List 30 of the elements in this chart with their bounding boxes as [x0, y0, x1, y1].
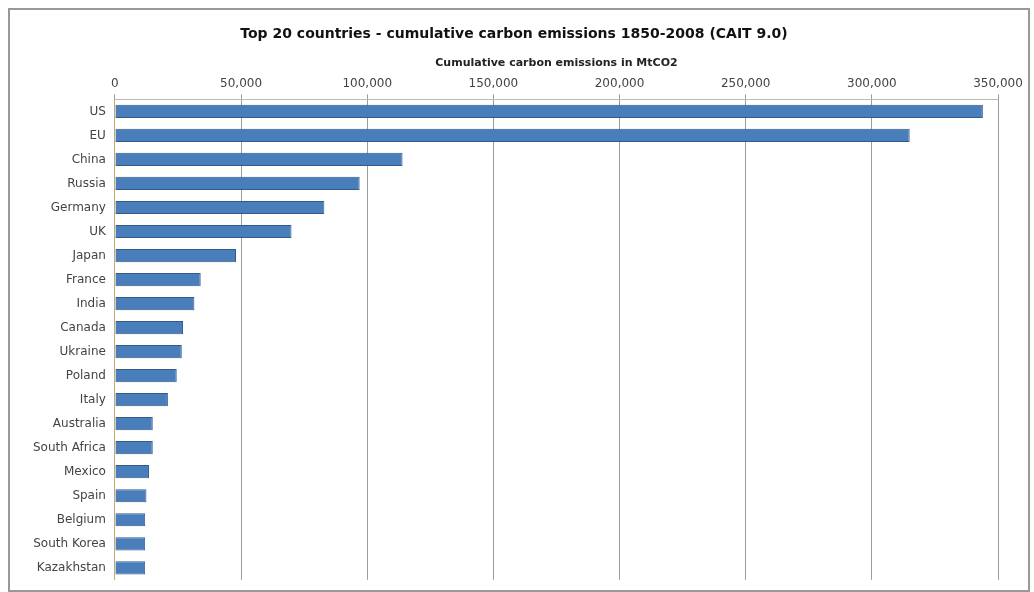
y-tick-label: UK [89, 223, 108, 238]
y-tick-label: Japan [71, 247, 106, 262]
x-tick-label: 0 [111, 76, 119, 91]
x-axis-title: Cumulative carbon emissions in MtCO2 [435, 56, 678, 70]
y-tick-label: Russia [67, 175, 106, 190]
x-tick-label: 250,000 [720, 76, 771, 91]
y-tick-label: Canada [60, 319, 106, 334]
x-tick-label: 100,000 [342, 76, 393, 91]
y-tick-label: Germany [50, 199, 106, 214]
y-tick-label: US [89, 103, 106, 118]
y-tick-label: France [66, 271, 106, 286]
y-tick-label: Australia [52, 415, 106, 430]
y-tick-label: India [76, 295, 106, 310]
x-tick-label: 350,000 [973, 76, 1023, 91]
y-tick-label: China [71, 151, 106, 166]
x-tick-label: 200,000 [594, 76, 645, 91]
chart-title: Top 20 countries - cumulative carbon emissions 1850-2008 (CAIT 9.0) [240, 25, 788, 42]
y-tick-label: Spain [72, 487, 106, 502]
y-tick-label: South Korea [33, 535, 106, 550]
x-tick-label: 50,000 [220, 76, 263, 91]
y-tick-label: EU [89, 127, 106, 142]
y-tick-label: Poland [65, 367, 106, 382]
x-tick-label: 300,000 [847, 76, 897, 91]
y-tick-label: Belgium [56, 511, 106, 526]
y-tick-label: Ukraine [59, 343, 106, 358]
y-tick-label: Italy [79, 391, 106, 406]
x-tick-label: 150,000 [468, 76, 519, 91]
y-tick-label: South Africa [32, 439, 106, 454]
y-tick-label: Kazakhstan [36, 559, 106, 574]
y-tick-label: Mexico [64, 463, 106, 478]
